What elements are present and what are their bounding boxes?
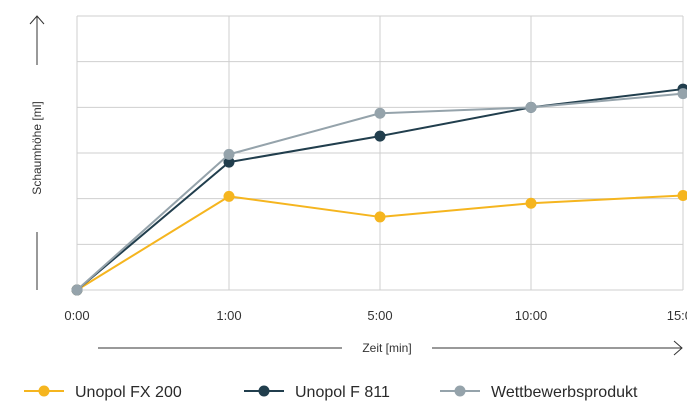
legend: Unopol FX 200 Unopol F 811 Wettbewerbsprod…: [24, 384, 638, 401]
legend-swatch-marker: [38, 385, 50, 397]
data-point: [677, 88, 687, 100]
data-point: [525, 197, 537, 209]
y-axis-arrowhead: [29, 15, 45, 25]
legend-swatch-marker: [454, 385, 466, 397]
data-point: [374, 130, 386, 142]
x-tick-label: 10:00: [515, 308, 548, 323]
x-tick-label: 5:00: [367, 308, 392, 323]
legend-item: Wettbewerbsprodukt: [440, 384, 638, 401]
grid: [76, 15, 684, 291]
series: [71, 83, 687, 296]
axes: Schaumhöhe [ml] Zeit [min]: [29, 15, 683, 356]
x-axis-title: Zeit [min]: [362, 341, 411, 355]
data-point: [374, 211, 386, 223]
legend-label: Unopol FX 200: [75, 384, 182, 401]
legend-swatch-marker: [258, 385, 270, 397]
legend-label: Unopol F 811: [295, 384, 390, 401]
data-point: [677, 189, 687, 201]
y-axis-title: Schaumhöhe [ml]: [30, 101, 44, 194]
x-tick-label: 15:00: [667, 308, 687, 323]
data-point: [374, 107, 386, 119]
series-1: [71, 189, 687, 296]
data-point: [71, 284, 83, 296]
x-tick-label: 0:00: [64, 308, 89, 323]
series-3: [71, 88, 687, 296]
x-tick-labels: 0:00 1:00 5:00 10:00 15:00: [64, 308, 687, 323]
legend-item: Unopol FX 200: [24, 384, 182, 401]
data-point: [223, 148, 235, 160]
data-point: [223, 156, 235, 168]
x-axis-arrowhead: [673, 340, 683, 356]
x-tick-label: 1:00: [216, 308, 241, 323]
data-point: [223, 190, 235, 202]
data-point: [525, 101, 537, 113]
legend-item: Unopol F 811: [244, 384, 390, 401]
legend-label: Wettbewerbsprodukt: [491, 384, 638, 401]
